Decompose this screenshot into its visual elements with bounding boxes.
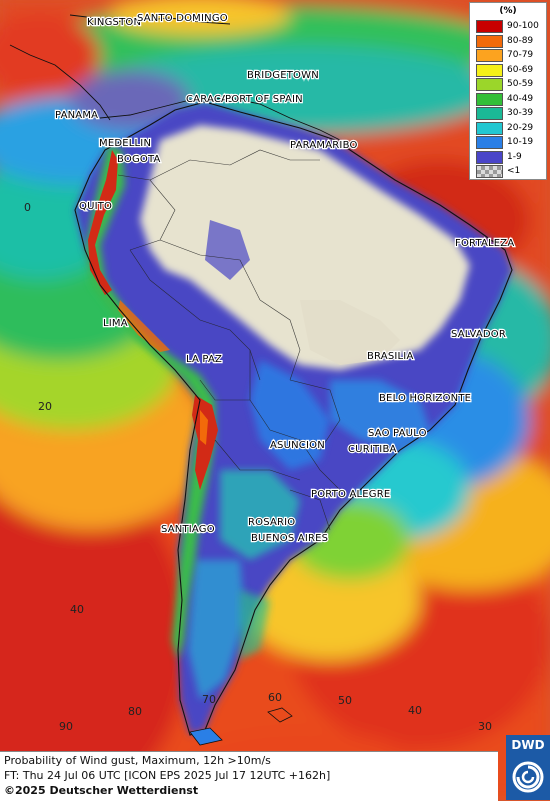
city-label-buenos-aires: BUENOS AIRES (251, 533, 328, 544)
city-label-lima: LIMA (103, 318, 128, 329)
legend-swatch (476, 136, 503, 149)
city-label-port-of-spain: PORT OF SPAIN (225, 94, 303, 105)
city-label-curitiba: CURITIBA (348, 444, 397, 455)
legend-swatch (476, 20, 503, 33)
legend-label: <1 (507, 166, 521, 176)
legend-swatch (476, 34, 503, 48)
legend-swatch (476, 49, 503, 62)
city-label-asuncion: ASUNCION (270, 440, 325, 451)
legend-label: 50-59 (507, 79, 534, 89)
legend-swatch (476, 78, 503, 91)
legend-swatch (476, 165, 503, 178)
city-label-salvador: SALVADOR (451, 329, 506, 340)
footer: Probability of Wind gust, Maximum, 12h >… (0, 751, 498, 801)
legend-swatch (476, 92, 503, 106)
country-borders (117, 149, 341, 531)
tierra-del-fuego (189, 727, 223, 746)
legend: (%) 90-100 80-89 70-79 60-69 50-59 40-49 30-39… (469, 2, 547, 180)
grid-label-lon-30: 30 (478, 720, 492, 733)
forecast-time: FT: Thu 24 Jul 06 UTC [ICON EPS 2025 Jul… (4, 769, 331, 782)
legend-label: 10-19 (507, 137, 534, 147)
legend-label: 60-69 (507, 64, 534, 75)
city-label-brasilia: BRASILIA (367, 351, 414, 362)
grid-label-lat-40: 40 (70, 603, 84, 616)
legend-item: <1 (476, 165, 544, 179)
legend-item: 40-49 (476, 92, 544, 107)
legend-swatch (476, 121, 503, 135)
grid-label-lat-0: 0 (24, 201, 31, 214)
city-label-belo-horizonte: BELO HORIZONTE (379, 393, 471, 404)
city-label-caracas: CARACAS (186, 94, 235, 105)
legend-item: 1-9 (476, 150, 544, 165)
legend-item: 20-29 (476, 121, 544, 136)
legend-item: 10-19 (476, 136, 544, 150)
city-labels: KINGSTON SANTO DOMINGO BRIDGETOWN CARACA… (54, 12, 516, 545)
andes-band (86, 145, 218, 660)
grid-label-lon-80: 80 (128, 705, 142, 718)
city-label-bogota: BOGOTA (117, 154, 161, 165)
city-label-porto-alegre: PORTO ALEGRE (311, 489, 390, 500)
grid-label-lat-20: 20 (38, 400, 52, 413)
legend-swatch (476, 150, 503, 164)
legend-item: 30-39 (476, 107, 544, 121)
grid-label-lon-40: 40 (408, 704, 422, 717)
copyright: ©2025 Deutscher Wetterdienst (4, 784, 199, 797)
caribbean-coasts (9, 14, 341, 141)
dwd-logo-text: DWD (511, 738, 545, 752)
legend-item: 50-59 (476, 78, 544, 92)
legend-swatch (476, 107, 503, 120)
city-label-bridgetown: BRIDGETOWN (247, 70, 319, 81)
coastline (74, 101, 513, 736)
legend-item: 60-69 (476, 63, 544, 78)
legend-unit: (%) (499, 6, 517, 16)
city-label-la-paz: LA PAZ (186, 354, 222, 365)
legend-label: 40-49 (507, 93, 534, 104)
legend-label: 20-29 (507, 122, 534, 133)
city-label-santiago: SANTIAGO (161, 524, 215, 535)
swirl-icon (512, 761, 544, 793)
grid-label-lon-50: 50 (338, 694, 352, 707)
legend-label: 80-89 (507, 35, 534, 46)
legend-label: 70-79 (507, 50, 534, 60)
city-label-paramaribo: PARAMARIBO (290, 140, 358, 151)
legend-label: 30-39 (507, 108, 534, 118)
grid-label-lon-70: 70 (202, 693, 216, 706)
grid-labels: 0 20 40 90 80 70 60 50 40 30 (24, 201, 492, 733)
city-label-medellin: MEDELLIN (99, 138, 151, 149)
legend-label: 90-100 (507, 21, 539, 31)
legend-item: 70-79 (476, 49, 544, 63)
legend-item: 90-100 (476, 20, 544, 34)
falkland-islands (267, 707, 293, 723)
product-title: Probability of Wind gust, Maximum, 12h >… (4, 754, 271, 767)
city-label-sao-paulo: SAO PAULO (368, 428, 427, 439)
legend-swatch (476, 63, 503, 77)
legend-item: 80-89 (476, 34, 544, 49)
grid-label-lon-60: 60 (268, 691, 282, 704)
city-label-santo-domingo: SANTO DOMINGO (137, 13, 228, 24)
legend-label: 1-9 (507, 151, 522, 162)
city-label-kingston: KINGSTON (87, 17, 141, 28)
city-label-panama: PANAMA (55, 110, 98, 121)
dwd-logo: DWD (506, 735, 550, 800)
grid-label-lon-90: 90 (59, 720, 73, 733)
city-label-fortaleza: FORTALEZA (455, 238, 514, 249)
city-label-quito: QUITO (79, 201, 112, 212)
city-label-rosario: ROSARIO (248, 517, 295, 528)
